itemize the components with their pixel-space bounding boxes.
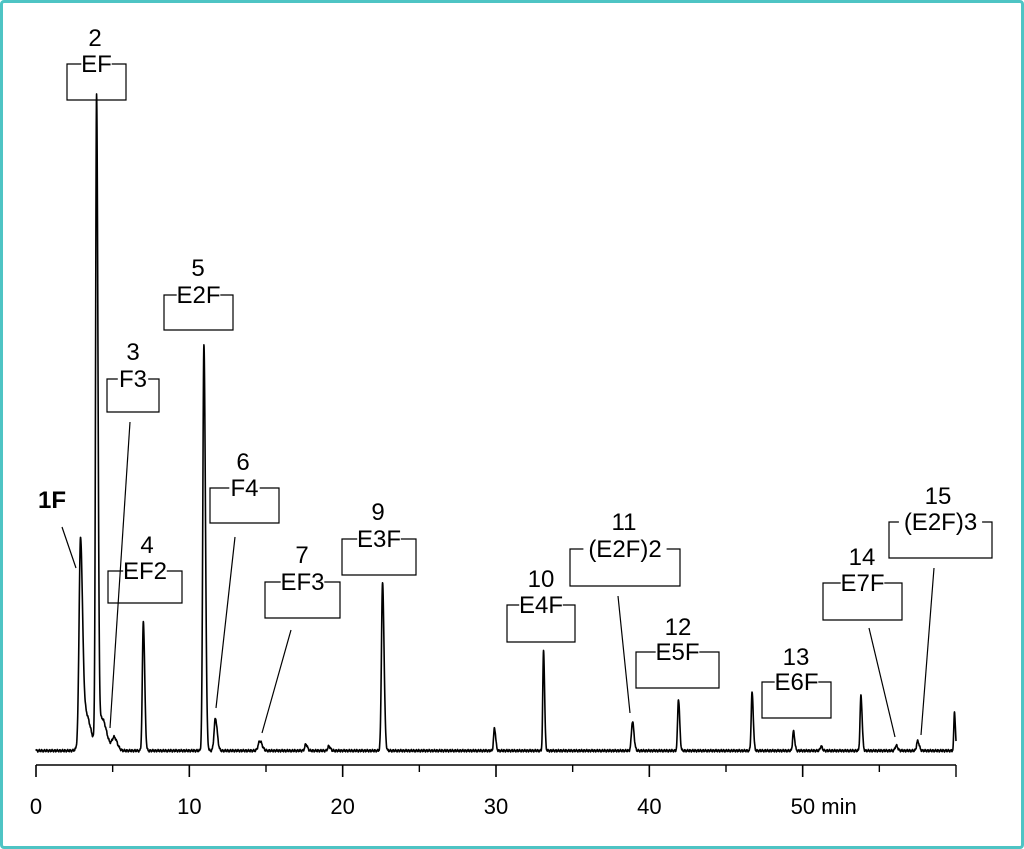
label-box	[888, 521, 993, 559]
label-box	[635, 651, 720, 689]
leader-line	[215, 536, 236, 709]
peak-number: 7	[295, 542, 308, 569]
leader-line	[920, 567, 935, 736]
label-box	[106, 378, 160, 413]
peak-label: (E2F)3	[904, 509, 977, 536]
x-tick-label: 30	[484, 794, 508, 819]
peak-number: 9	[371, 499, 384, 526]
chromatogram-trace	[35, 93, 957, 753]
label-box	[506, 604, 576, 643]
peak-label: E5F	[655, 639, 699, 666]
label-box	[264, 581, 341, 619]
label-box	[761, 681, 832, 719]
peak-annotation: 6F4	[209, 449, 280, 709]
peak-number: 5	[191, 255, 204, 282]
peak-number: 4	[140, 532, 153, 559]
peak-label: F3	[119, 366, 147, 393]
label-box	[163, 294, 234, 331]
peak-number: 13	[783, 644, 810, 671]
x-tick-label: 10	[177, 794, 201, 819]
peak-label: E2F	[176, 282, 220, 309]
peak-annotation: 15(E2F)3	[888, 483, 993, 736]
peak-number: 3	[126, 339, 139, 366]
peak-label: E7F	[840, 570, 884, 597]
x-tick-label: 20	[330, 794, 354, 819]
peak-label: EF2	[123, 558, 167, 585]
label-box	[569, 548, 681, 587]
peak-number: 10	[528, 566, 555, 593]
peak-number: 6	[236, 449, 249, 476]
leader-line	[61, 526, 77, 569]
peak-number: 2	[88, 25, 101, 52]
peak-annotation: 11(E2F)2	[569, 509, 681, 714]
peak-label: EF	[81, 51, 112, 78]
label-box	[107, 570, 183, 604]
peak-label: (E2F)2	[588, 536, 661, 563]
peak-label: EF3	[280, 569, 324, 596]
label-box	[66, 63, 127, 101]
peak-label: E3F	[357, 526, 401, 553]
peak-annotations: 1F2EF3F34EF25E2F6F47EF39E3F10E4F11(E2F)2…	[38, 25, 993, 738]
peak-label: E4F	[519, 592, 563, 619]
x-tick-label: 50 min	[791, 794, 857, 819]
peak-number: 12	[665, 614, 692, 641]
peak-label: E6F	[774, 669, 818, 696]
leader-line	[109, 421, 131, 729]
peak-number: 14	[849, 544, 876, 571]
peak-annotation: 2EF	[66, 25, 127, 101]
label-box	[822, 582, 903, 621]
label-box	[341, 538, 417, 576]
chromatogram-trace-layer	[35, 93, 957, 753]
peak-number: 1F	[38, 487, 66, 514]
x-tick-label: 40	[637, 794, 661, 819]
peak-number: 15	[925, 483, 952, 510]
peak-number: 11	[612, 509, 637, 536]
leader-line	[617, 595, 631, 714]
peak-annotation: 1F	[38, 487, 77, 569]
x-tick-label: 0	[30, 794, 42, 819]
leader-line	[261, 629, 292, 734]
peak-annotation: 3F3	[106, 339, 160, 729]
leader-line	[868, 627, 896, 738]
label-box	[209, 487, 280, 524]
x-axis: 0 10 20 30 40 50 min	[30, 764, 957, 819]
peak-label: F4	[230, 475, 258, 502]
